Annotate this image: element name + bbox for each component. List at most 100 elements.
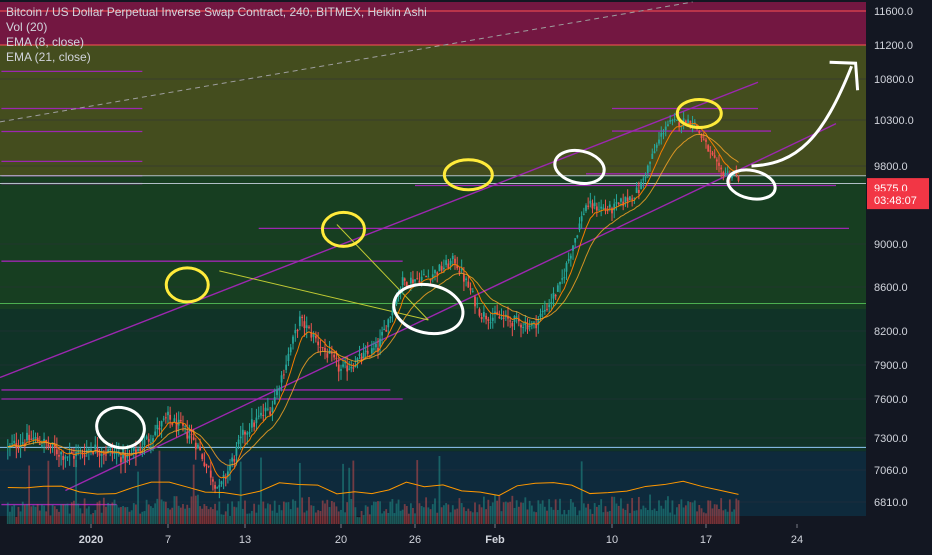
volume-bar-270 bbox=[591, 513, 594, 524]
candle-body-99 bbox=[218, 484, 221, 488]
volume-bar-108 bbox=[237, 501, 240, 524]
volume-bar-295 bbox=[646, 510, 649, 524]
volume-bar-1 bbox=[9, 511, 11, 524]
volume-bar-308 bbox=[676, 507, 678, 524]
candle-body-45 bbox=[102, 453, 105, 455]
volume-bar-184 bbox=[403, 504, 406, 524]
volume-bar-202 bbox=[442, 505, 445, 524]
candle-body-270 bbox=[591, 203, 594, 209]
volume-bar-145 bbox=[321, 500, 324, 524]
volume-bar-36 bbox=[83, 498, 86, 524]
volume-bar-114 bbox=[250, 510, 253, 524]
volume-bar-244 bbox=[535, 512, 538, 524]
volume-bar-252 bbox=[552, 509, 555, 524]
candle-body-311 bbox=[682, 118, 685, 123]
highlight-yellow-2[interactable] bbox=[442, 158, 494, 192]
volume-bar-247 bbox=[541, 500, 544, 524]
volume-bar-41 bbox=[94, 510, 97, 524]
candle-body-65 bbox=[145, 436, 148, 439]
candles bbox=[6, 111, 740, 499]
volume-bar-141 bbox=[312, 505, 315, 524]
volume-bar-158 bbox=[350, 498, 353, 524]
candle-body-174 bbox=[383, 328, 386, 331]
volume-bar-127 bbox=[280, 510, 283, 524]
volume-bar-160 bbox=[354, 507, 357, 524]
candle-body-64 bbox=[143, 439, 146, 445]
highlight-yellow-0[interactable] bbox=[164, 266, 210, 304]
volume-bar-59 bbox=[132, 503, 135, 524]
volume-bar-329 bbox=[722, 510, 725, 524]
volume-bar-117 bbox=[257, 504, 260, 524]
candle-body-308 bbox=[676, 119, 678, 121]
highlight-white-1[interactable] bbox=[389, 278, 467, 340]
candle-body-304 bbox=[667, 124, 669, 127]
wedge-line-1[interactable] bbox=[336, 224, 429, 321]
volume-bar-34 bbox=[79, 508, 82, 524]
volume-bar-276 bbox=[604, 506, 607, 524]
candle-body-113 bbox=[248, 431, 251, 434]
indicator-vol[interactable]: Vol (20) bbox=[6, 20, 48, 34]
forecast-arrow-head[interactable] bbox=[829, 60, 860, 91]
candle-body-123 bbox=[271, 407, 274, 412]
volume-bar-161 bbox=[356, 517, 359, 524]
volume-bar-199 bbox=[436, 512, 439, 524]
volume-bar-11 bbox=[30, 506, 33, 524]
indicator-ema21[interactable]: EMA (21, close) bbox=[6, 50, 91, 64]
ema-8-line[interactable] bbox=[7, 122, 739, 479]
volume-bar-157 bbox=[348, 467, 351, 524]
price-label-2: 03:48:07 bbox=[874, 195, 917, 207]
highlight-white-0[interactable] bbox=[93, 403, 148, 452]
highlight-white-2[interactable] bbox=[552, 146, 608, 188]
candle-body-48 bbox=[109, 448, 112, 451]
candle-body-181 bbox=[397, 295, 400, 297]
highlight-yellow-3[interactable] bbox=[675, 97, 723, 129]
candle-body-336 bbox=[737, 176, 740, 181]
volume-bar-16 bbox=[41, 504, 43, 524]
volume-bar-324 bbox=[711, 508, 714, 524]
volume-bar-43 bbox=[98, 500, 101, 524]
volume-bar-151 bbox=[335, 506, 338, 524]
volume-bar-53 bbox=[120, 507, 122, 524]
volume-bar-241 bbox=[528, 500, 531, 524]
volume-bar-320 bbox=[702, 512, 705, 524]
candle-body-318 bbox=[698, 130, 701, 133]
candle-body-185 bbox=[405, 282, 408, 287]
volume-bar-46 bbox=[105, 506, 107, 524]
time-axis[interactable] bbox=[0, 524, 932, 550]
dashed-trendline[interactable] bbox=[0, 1, 693, 123]
candle-body-63 bbox=[141, 447, 144, 449]
highlight-yellow-1[interactable] bbox=[320, 210, 366, 248]
volume-bar-76 bbox=[169, 509, 172, 524]
candle-body-52 bbox=[117, 453, 120, 455]
volume-bar-243 bbox=[533, 511, 535, 524]
y-tick-label-10: 7300.0 bbox=[874, 433, 908, 445]
candle-body-247 bbox=[541, 310, 544, 313]
volume-bar-126 bbox=[278, 504, 281, 524]
highlight-white-3[interactable] bbox=[725, 166, 778, 203]
candle-body-38 bbox=[87, 448, 90, 450]
candle-body-269 bbox=[589, 200, 592, 204]
ema-21-line[interactable] bbox=[7, 133, 739, 466]
volume-bar-23 bbox=[55, 509, 58, 524]
candle-body-228 bbox=[500, 317, 503, 319]
indicator-ema8[interactable]: EMA (8, close) bbox=[6, 35, 85, 49]
candle-body-221 bbox=[485, 315, 488, 320]
volume-bar-105 bbox=[231, 501, 234, 524]
candle-body-71 bbox=[158, 427, 161, 430]
channel-upper[interactable] bbox=[0, 81, 759, 379]
volume-bar-173 bbox=[381, 513, 384, 524]
candle-body-325 bbox=[713, 155, 716, 158]
candle-body-30 bbox=[70, 451, 73, 454]
candle-body-142 bbox=[314, 335, 317, 339]
candle-body-240 bbox=[526, 324, 529, 330]
volume-bar-109 bbox=[239, 461, 242, 524]
candle-body-239 bbox=[524, 322, 527, 326]
volume-bar-26 bbox=[62, 504, 65, 524]
volume-bar-225 bbox=[494, 494, 496, 524]
volume-bar-15 bbox=[38, 510, 41, 524]
price-axis[interactable] bbox=[866, 0, 932, 550]
candle-body-327 bbox=[718, 162, 720, 166]
forecast-arrow[interactable] bbox=[751, 65, 853, 168]
candle-body-26 bbox=[62, 455, 65, 461]
